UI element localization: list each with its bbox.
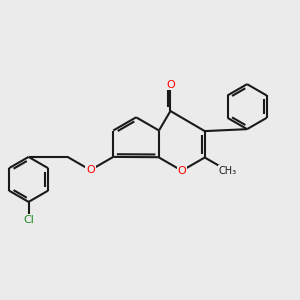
Text: O: O	[166, 80, 175, 90]
Text: O: O	[86, 165, 95, 175]
Text: Cl: Cl	[23, 215, 34, 225]
Text: CH₃: CH₃	[218, 166, 237, 176]
Text: O: O	[178, 166, 186, 176]
